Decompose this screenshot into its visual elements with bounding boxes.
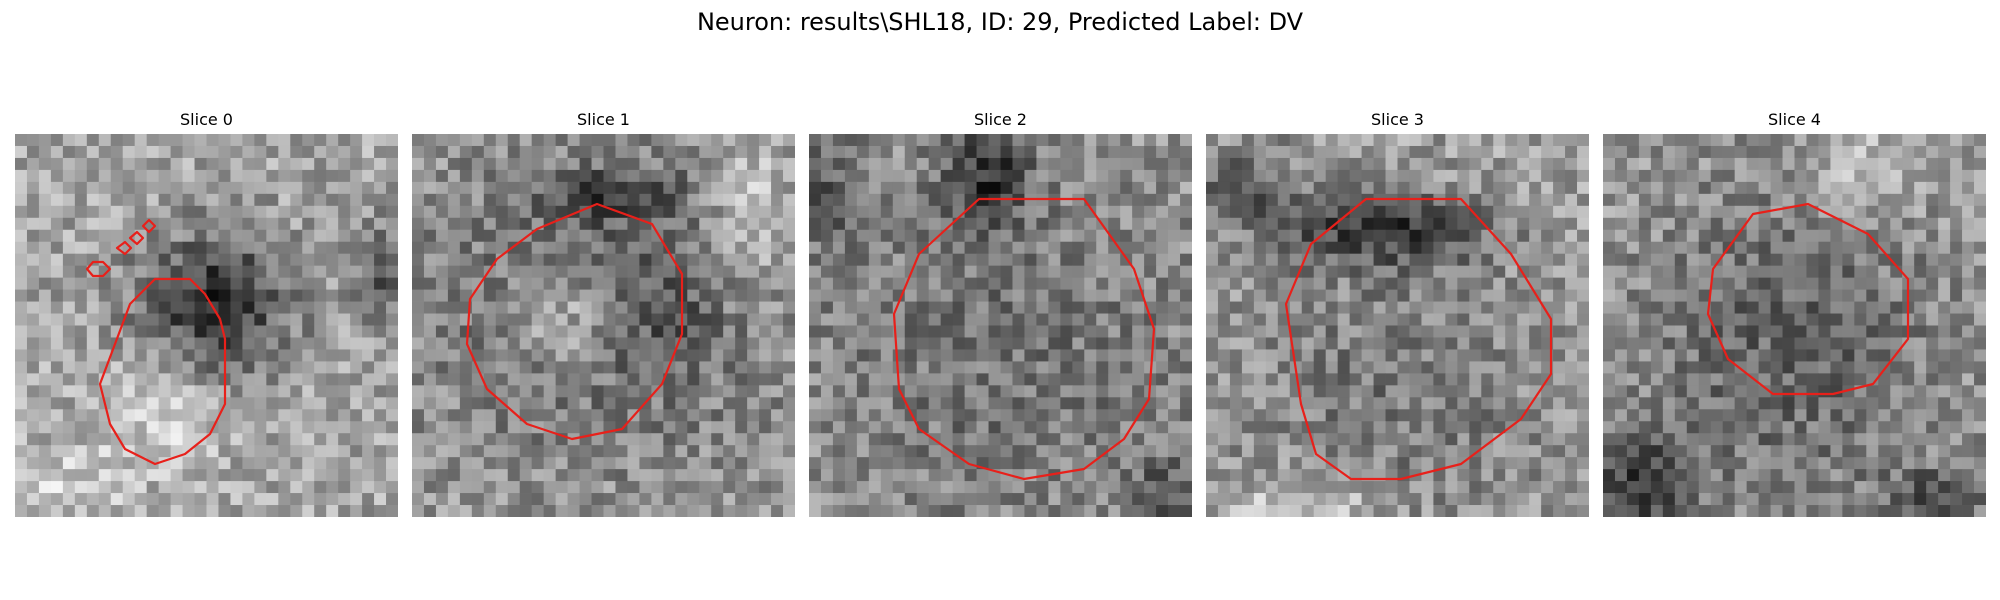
roi-contour bbox=[465, 202, 684, 441]
slice-panel-3: Slice 3 bbox=[1206, 110, 1589, 517]
roi-contour bbox=[1706, 202, 1910, 396]
roi-contour bbox=[115, 240, 133, 256]
slice-title: Slice 4 bbox=[1768, 110, 1821, 129]
slice-panel-1: Slice 1 bbox=[412, 110, 795, 517]
slice-panel-2: Slice 2 bbox=[809, 110, 1192, 517]
roi-contour bbox=[892, 197, 1156, 481]
slice-title: Slice 2 bbox=[974, 110, 1027, 129]
slice-image bbox=[809, 134, 1192, 517]
roi-contour bbox=[141, 218, 157, 234]
slice-panel-4: Slice 4 bbox=[1603, 110, 1986, 517]
roi-contour bbox=[1284, 197, 1553, 481]
slice-title: Slice 0 bbox=[180, 110, 233, 129]
slice-panel-0: Slice 0 bbox=[15, 110, 398, 517]
figure-title: Neuron: results\SHL18, ID: 29, Predicted… bbox=[696, 8, 1304, 36]
slice-image bbox=[15, 134, 398, 517]
roi-contour bbox=[85, 260, 112, 278]
slice-image bbox=[1206, 134, 1589, 517]
roi-contour bbox=[128, 230, 145, 246]
slice-title: Slice 1 bbox=[577, 110, 630, 129]
slice-image bbox=[412, 134, 795, 517]
slice-image bbox=[1603, 134, 1986, 517]
roi-contour bbox=[98, 277, 227, 466]
slice-title: Slice 3 bbox=[1371, 110, 1424, 129]
